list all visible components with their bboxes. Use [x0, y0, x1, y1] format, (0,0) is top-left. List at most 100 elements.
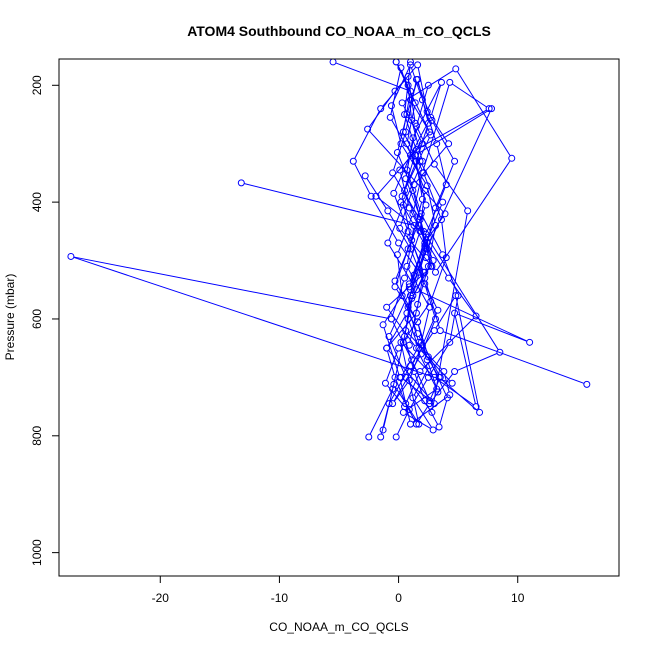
- series-6-point: [412, 420, 420, 428]
- series-9-point: [385, 400, 393, 408]
- series-9-point: [415, 338, 423, 346]
- series-0-point: [390, 380, 398, 388]
- series-7-segment: [433, 122, 454, 159]
- series-3-point: [410, 221, 418, 229]
- series-8-point: [417, 210, 425, 218]
- series-1-point: [405, 376, 413, 384]
- series-2-point: [429, 257, 437, 265]
- series-1-point: [446, 78, 454, 86]
- series-1-point: [392, 59, 400, 66]
- series-7-segment: [392, 345, 404, 387]
- series-4-segment: [404, 65, 411, 112]
- series-4-point: [439, 198, 447, 206]
- series-8-point: [439, 251, 447, 259]
- series-0-point: [441, 210, 449, 218]
- series-2-point: [472, 312, 480, 320]
- series-1-point: [401, 274, 409, 282]
- series-1-segment: [366, 178, 387, 209]
- series-2-segment: [400, 172, 410, 205]
- series-3-segment: [244, 183, 412, 226]
- x-tick-label: 10: [511, 591, 525, 605]
- series-3-point: [402, 175, 410, 183]
- series-6-point: [414, 300, 422, 308]
- series-5-point: [448, 379, 456, 387]
- y-tick-label: 600: [30, 309, 44, 329]
- series-6-segment: [436, 146, 446, 182]
- series-8-segment: [422, 216, 442, 253]
- series-8-point: [454, 292, 462, 300]
- series-8-segment: [449, 298, 459, 340]
- series-3-segment: [388, 315, 415, 347]
- series-0-segment: [404, 163, 422, 203]
- series-9-segment: [419, 344, 438, 375]
- series-3-point: [404, 227, 412, 235]
- series-2-segment: [335, 62, 408, 91]
- series-1-point: [389, 400, 397, 408]
- series-0-point: [384, 239, 392, 247]
- series-1-point: [395, 239, 403, 247]
- series-3-segment: [406, 181, 420, 214]
- series-8-segment: [416, 88, 428, 124]
- chart-title: ATOM4 Southbound CO_NOAA_m_CO_QCLS: [187, 23, 491, 39]
- series-6-segment: [424, 233, 499, 350]
- series-6-segment: [392, 67, 410, 104]
- series-0-point: [432, 268, 440, 276]
- series-2-point: [435, 423, 443, 431]
- x-axis-label: CO_NOAA_m_CO_QCLS: [269, 620, 408, 634]
- series-7-segment: [420, 222, 431, 264]
- series-6-segment: [395, 380, 405, 401]
- series-1-segment: [418, 109, 487, 149]
- series-9-point: [430, 327, 438, 335]
- plot-series-group: [67, 59, 591, 441]
- series-7-point: [427, 262, 435, 270]
- series-1-segment: [389, 213, 410, 247]
- series-6-point: [405, 341, 413, 349]
- series-6-segment: [387, 315, 406, 346]
- series-9-point: [476, 408, 484, 416]
- series-6-point: [398, 192, 406, 200]
- series-1-point: [377, 105, 385, 113]
- series-7-segment: [405, 82, 417, 129]
- series-9-segment: [408, 310, 419, 340]
- series-2-segment: [401, 70, 411, 97]
- series-2-segment: [399, 303, 430, 346]
- series-6-point: [426, 400, 434, 408]
- series-8-segment: [397, 412, 409, 435]
- series-6-point: [383, 344, 391, 352]
- series-8-segment: [429, 344, 449, 375]
- series-0-segment: [436, 378, 474, 406]
- series-1-segment: [435, 166, 467, 209]
- series-1-point: [430, 160, 438, 168]
- series-0-point: [398, 99, 406, 107]
- series-7-segment: [413, 251, 426, 293]
- series-1-segment: [389, 339, 405, 375]
- y-tick-label: 1000: [30, 539, 44, 566]
- series-2-point: [397, 64, 405, 72]
- series-2-segment: [431, 260, 446, 299]
- series-6-segment: [397, 117, 407, 150]
- series-4-segment: [417, 109, 490, 155]
- series-0-point: [508, 154, 516, 162]
- series-9-point: [435, 373, 443, 381]
- series-1-segment: [391, 280, 405, 317]
- series-7-segment: [393, 134, 406, 171]
- series-6-point: [432, 221, 440, 229]
- series-6-segment: [398, 155, 413, 188]
- series-9-segment: [435, 298, 455, 329]
- x-tick-label: -20: [152, 591, 170, 605]
- series-2-point: [396, 166, 404, 174]
- series-6-segment: [443, 331, 584, 384]
- series-6-point: [423, 182, 431, 190]
- series-0-segment: [405, 390, 435, 412]
- series-7-segment: [369, 391, 392, 435]
- series-2-segment: [439, 400, 448, 425]
- series-6-point: [418, 96, 426, 104]
- series-1-segment: [432, 213, 468, 410]
- series-7-point: [399, 338, 407, 346]
- series-2-point: [329, 59, 337, 66]
- series-4-point: [488, 105, 496, 113]
- series-6-segment: [411, 240, 425, 276]
- series-9-segment: [380, 406, 389, 434]
- series-5-point: [67, 252, 75, 260]
